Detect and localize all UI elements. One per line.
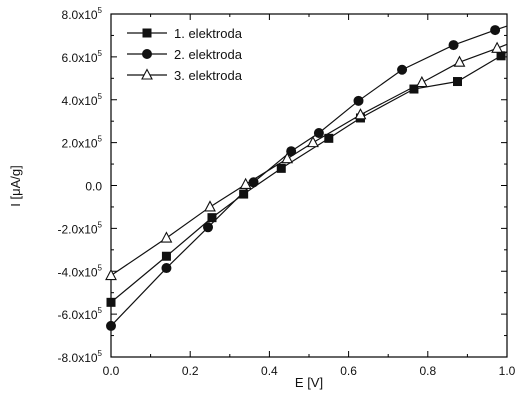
data-point [161, 263, 172, 274]
y-axis-title-mu: μ [8, 188, 23, 196]
legend-marker [142, 28, 152, 38]
data-point [281, 152, 294, 164]
data-point [354, 108, 367, 120]
data-point [239, 189, 249, 199]
data-point [324, 133, 334, 143]
x-axis: 0.0 0.2 0.4 0.6 0.8 1.0 [103, 14, 516, 378]
y-tick-label: 4.0x105 [62, 92, 103, 108]
y-tick-label: 6.0x105 [62, 49, 103, 65]
data-point [415, 75, 428, 88]
legend-label: 3. elektroda [174, 68, 243, 83]
data-point [203, 222, 214, 233]
legend-label: 2. elektroda [174, 47, 243, 62]
x-tick-label: 0.6 [340, 364, 357, 378]
data-point [397, 64, 408, 75]
y-axis-title-suffix: A/g] [8, 165, 23, 188]
legend: 1. elektroda 2. elektroda 3. elektroda [127, 26, 243, 83]
data-point [307, 135, 319, 148]
y-tick-label: -2.0x105 [58, 220, 103, 236]
x-tick-label: 0.0 [103, 364, 120, 378]
series-layer [105, 25, 508, 331]
data-point [490, 25, 501, 36]
data-point [160, 231, 173, 243]
data-point [105, 268, 117, 281]
y-tick-label: -4.0x105 [58, 263, 103, 279]
y-tick-label: 0.0 [85, 180, 102, 194]
data-point [353, 95, 364, 106]
y-tick-label: 8.0x105 [62, 6, 103, 22]
data-point [239, 177, 252, 189]
data-point [313, 127, 324, 138]
legend-marker [141, 68, 153, 80]
series-1 [106, 51, 508, 307]
y-tick-label: -6.0x105 [58, 306, 103, 322]
plot-border [110, 13, 508, 358]
data-point [106, 297, 116, 307]
series-3 [105, 41, 508, 281]
y-axis-title-prefix: I [ [8, 196, 23, 207]
plot-frame [110, 13, 508, 358]
series-line [110, 25, 508, 327]
legend-label: 1. elektroda [174, 26, 243, 41]
data-point [161, 251, 171, 261]
x-tick-label: 0.2 [182, 364, 199, 378]
data-point [496, 51, 506, 61]
legend-marker [142, 49, 152, 59]
y-axis: -8.0x105 -6.0x105 -4.0x105 -2.0x105 0.0 2.0x1… [58, 6, 507, 365]
y-axis-title: I [μA/g] [8, 165, 23, 206]
y-tick-label: 2.0x105 [62, 135, 103, 151]
series-2 [106, 25, 508, 331]
data-point [453, 55, 466, 67]
data-point [204, 200, 216, 212]
x-axis-title: E [V] [295, 375, 323, 390]
data-point [207, 213, 217, 223]
data-point [453, 77, 462, 87]
y-tick-label: -8.0x105 [58, 349, 103, 365]
x-tick-label: 0.4 [261, 364, 278, 378]
x-tick-label: 1.0 [499, 364, 516, 378]
x-tick-label: 0.8 [419, 364, 436, 378]
data-point [106, 320, 116, 331]
data-point [448, 40, 459, 51]
data-point [491, 41, 504, 53]
data-point [276, 163, 286, 173]
